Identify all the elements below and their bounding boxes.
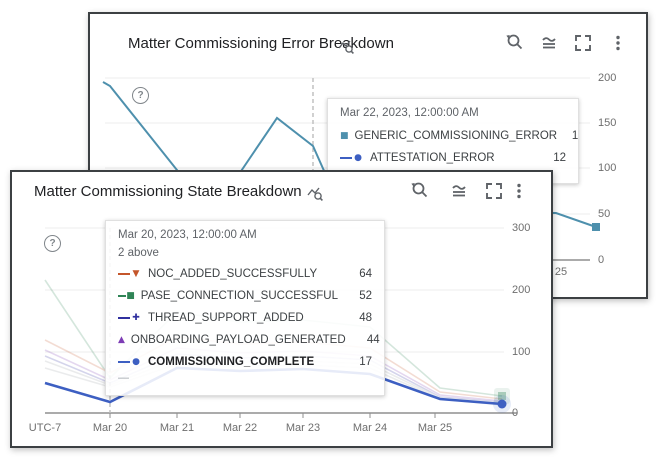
panel-title: Matter Commissioning State Breakdown xyxy=(34,183,302,200)
help-icon[interactable]: ? xyxy=(44,235,61,252)
series-name: THREAD_SUPPORT_ADDED xyxy=(148,312,304,324)
series-line-swatch xyxy=(118,273,130,275)
panel-title: Matter Commissioning Error Breakdown xyxy=(128,35,394,52)
tooltip-row: ■ GENERIC_COMMISSIONING_ERROR 125 xyxy=(340,125,578,147)
y-tick: 0 xyxy=(512,407,519,419)
square-marker-icon: ■ xyxy=(126,291,135,301)
series-value: 44 xyxy=(366,334,380,346)
y-tick: 300 xyxy=(512,222,531,234)
series-name: PASE_CONNECTION_SUCCESSFUL xyxy=(140,290,338,302)
series-value: 48 xyxy=(359,312,372,324)
zoom-reset-button[interactable] xyxy=(503,31,527,55)
y-tick: 50 xyxy=(598,208,611,220)
more-options-button[interactable] xyxy=(507,179,531,203)
x-tick: Mar 24 xyxy=(352,422,388,434)
x-tick-timezone: UTC-7 xyxy=(28,422,62,434)
explore-chart-icon[interactable] xyxy=(337,37,355,55)
tooltip-row: ■ PASE_CONNECTION_SUCCESSFUL 52 xyxy=(118,285,372,307)
tooltip-row: ▼ NOC_ADDED_SUCCESSFULLY 64 xyxy=(118,263,372,285)
error-chart-tooltip: Mar 22, 2023, 12:00:00 AM ■ GENERIC_COMM… xyxy=(327,98,579,184)
x-tick: Mar 21 xyxy=(159,422,195,434)
tooltip-timestamp: Mar 22, 2023, 12:00:00 AM xyxy=(340,107,479,119)
series-line-swatch xyxy=(118,295,127,297)
y-tick: 200 xyxy=(598,72,617,84)
series-line-swatch xyxy=(118,317,130,319)
series-name: ONBOARDING_PAYLOAD_GENERATED xyxy=(130,334,346,346)
triangle-up-marker-icon: ▲ xyxy=(118,335,125,345)
series-end-marker-circle xyxy=(497,399,507,409)
y-tick: 100 xyxy=(598,162,617,174)
circle-marker-icon: ● xyxy=(132,357,140,367)
tooltip-row-highlighted: ● COMMISSIONING_COMPLETE 17 xyxy=(118,351,372,373)
state-breakdown-panel: Matter Commissioning State Breakdown xyxy=(10,170,553,448)
series-name: ATTESTATION_ERROR xyxy=(370,152,495,164)
fullscreen-button[interactable] xyxy=(571,31,595,55)
series-name: NOC_ADDED_SUCCESSFULLY xyxy=(148,268,318,280)
more-options-button[interactable] xyxy=(606,31,630,55)
tooltip-row: ✚ THREAD_SUPPORT_ADDED 48 xyxy=(118,307,372,329)
y-tick: 150 xyxy=(598,117,617,129)
tooltip-row: ▲ ONBOARDING_PAYLOAD_GENERATED 44 xyxy=(118,329,380,351)
explore-chart-icon[interactable] xyxy=(306,184,324,202)
series-line-swatch xyxy=(340,157,352,159)
x-tick: Mar 20 xyxy=(92,422,128,434)
series-line-swatch xyxy=(118,361,130,363)
series-value: 125 xyxy=(571,130,579,142)
circle-marker-icon: ● xyxy=(354,153,362,163)
series-name: COMMISSIONING_COMPLETE xyxy=(148,356,315,368)
series-value: 17 xyxy=(359,356,372,368)
tooltip-timestamp: Mar 20, 2023, 12:00:00 AM xyxy=(118,229,257,241)
y-tick: 100 xyxy=(512,346,531,358)
help-icon[interactable]: ? xyxy=(132,87,149,104)
tooltip-overflow-dash: — xyxy=(118,372,129,384)
compare-waves-button[interactable] xyxy=(538,31,562,55)
series-end-marker-square xyxy=(592,223,600,231)
plus-marker-icon: ✚ xyxy=(132,313,140,323)
x-tick: Mar 25 xyxy=(417,422,453,434)
state-chart-tooltip: Mar 20, 2023, 12:00:00 AM 2 above ▼ NOC_… xyxy=(105,220,385,396)
tooltip-above-note: 2 above xyxy=(118,247,159,259)
triangle-down-marker-icon: ▼ xyxy=(132,269,140,279)
series-value: 12 xyxy=(553,152,566,164)
y-tick: 200 xyxy=(512,284,531,296)
tooltip-row: ● ATTESTATION_ERROR 12 xyxy=(340,147,566,169)
y-tick: 0 xyxy=(598,254,605,266)
series-name: GENERIC_COMMISSIONING_ERROR xyxy=(354,130,558,142)
zoom-reset-button[interactable] xyxy=(408,179,432,203)
fullscreen-button[interactable] xyxy=(482,179,506,203)
x-tick: Mar 23 xyxy=(285,422,321,434)
series-end-marker-square xyxy=(498,392,506,400)
x-tick: Mar 22 xyxy=(222,422,258,434)
series-value: 52 xyxy=(359,290,372,302)
square-marker-icon: ■ xyxy=(340,131,349,141)
compare-waves-button[interactable] xyxy=(448,179,472,203)
series-value: 64 xyxy=(359,268,372,280)
